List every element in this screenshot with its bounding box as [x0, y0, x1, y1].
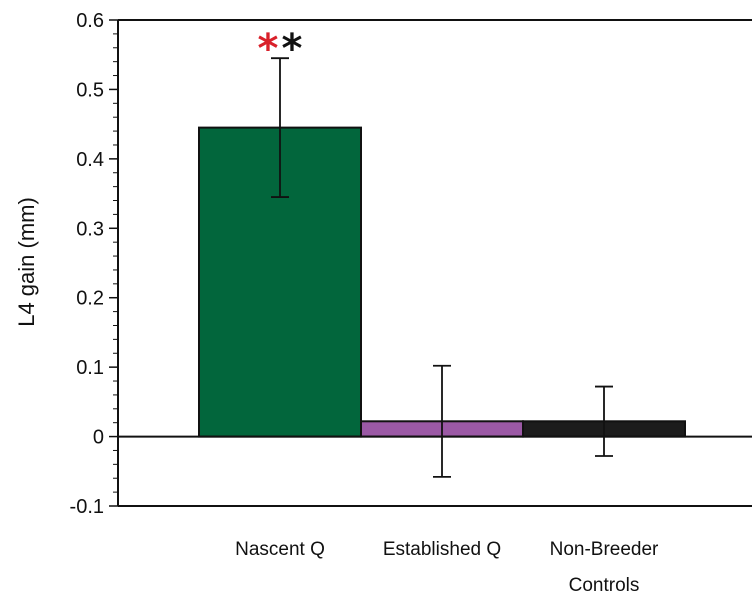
x-category-label: Established Q	[383, 539, 501, 560]
y-tick-label: 0.3	[76, 218, 104, 240]
y-tick-label: 0.5	[76, 79, 104, 101]
y-axis: -0.1 0 0.1 0.2 0.3 0.4 0.5 0.6	[70, 10, 118, 518]
y-axis-title: L4 gain (mm)	[14, 197, 39, 327]
y-tick-label: 0.6	[76, 10, 104, 32]
x-category-label: Non-Breeder	[550, 539, 659, 560]
y-tick-label: 0	[93, 427, 104, 449]
error-bars	[271, 57, 613, 478]
y-tick-label: 0.1	[76, 357, 104, 379]
x-category-label: Controls	[569, 575, 640, 595]
y-tick-label: -0.1	[70, 496, 104, 518]
y-tick-label: 0.2	[76, 288, 104, 310]
plot-frame	[117, 19, 752, 507]
x-axis-categories: Nascent Q Established Q Non-Breeder Control…	[235, 539, 659, 595]
significance-asterisk: *	[282, 26, 303, 72]
significance-markers: * *	[258, 26, 303, 72]
significance-asterisk: *	[258, 26, 279, 72]
y-tick-label: 0.4	[76, 149, 104, 171]
x-category-label: Nascent Q	[235, 539, 325, 560]
